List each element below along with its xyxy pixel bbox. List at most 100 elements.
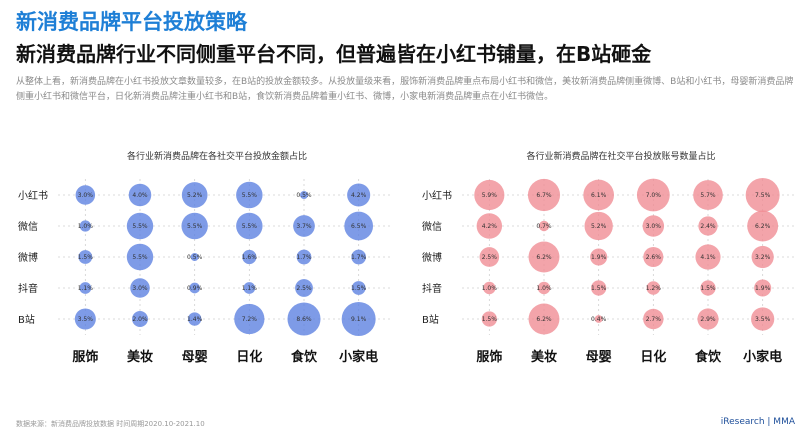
left-data-label: 5.5% <box>187 223 203 230</box>
right-y-tick-label: 抖音 <box>422 282 442 295</box>
left-y-tick-label: 微信 <box>18 220 38 233</box>
right-chart-title: 各行业新消费品牌在社交平台投放账号数量占比 <box>526 150 715 162</box>
right-data-label: 7.5% <box>755 192 771 199</box>
right-bubble <box>481 311 497 327</box>
right-y-tick-label: 微信 <box>422 220 442 233</box>
right-data-label: 3.5% <box>755 316 771 323</box>
left-data-label: 1.4% <box>187 316 203 323</box>
left-data-label: 3.5% <box>78 316 94 323</box>
left-data-label: 8.6% <box>296 316 312 323</box>
left-data-label: 2.5% <box>296 285 312 292</box>
right-y-tick-label: 微博 <box>422 251 442 264</box>
right-bubble <box>537 281 551 295</box>
left-bubble <box>190 253 199 261</box>
right-bubble-chart: 各行业新消费品牌在社交平台投放账号数量占比 小红书 5.9% 6.7% 6.1% 7.0%… <box>420 145 800 385</box>
right-bubble <box>747 210 779 242</box>
left-bubble <box>300 191 308 199</box>
right-data-label: 5.2% <box>591 223 607 230</box>
right-bubble <box>751 245 774 269</box>
right-x-tick-label: 小家电 <box>743 349 782 365</box>
left-bubble <box>79 220 91 232</box>
right-data-label: 0.7% <box>536 223 552 230</box>
left-data-label: 3.0% <box>132 285 148 292</box>
right-bubble <box>693 180 723 210</box>
right-bubble <box>754 279 772 297</box>
right-data-label: 6.2% <box>536 254 552 261</box>
left-data-label: 1.5% <box>78 254 94 261</box>
left-y-tick-label: 小红书 <box>18 189 48 202</box>
left-x-tick-label: 美妆 <box>127 349 153 365</box>
right-bubble <box>479 247 500 267</box>
right-bubble <box>590 248 608 266</box>
left-data-label: 1.6% <box>242 254 258 261</box>
left-x-tick-label: 母婴 <box>182 349 208 365</box>
left-data-label: 0.5% <box>296 192 312 199</box>
right-data-label: 5.7% <box>700 192 716 199</box>
right-data-label: 1.5% <box>591 285 607 292</box>
left-data-label: 0.9% <box>187 285 203 292</box>
right-bubble <box>695 244 721 270</box>
right-y-tick-label: B站 <box>422 313 439 326</box>
left-data-label: 3.7% <box>296 223 312 230</box>
left-data-label: 5.5% <box>132 254 148 261</box>
right-bubble <box>642 215 665 237</box>
right-data-label: 5.9% <box>482 192 498 199</box>
right-data-label: 2.7% <box>646 316 662 323</box>
right-data-label: 1.9% <box>591 254 607 261</box>
right-data-label: 3.2% <box>755 254 771 261</box>
left-data-label: 9.1% <box>351 316 367 323</box>
left-data-label: 5.5% <box>132 223 148 230</box>
left-data-label: 3.0% <box>78 192 94 199</box>
left-data-label: 2.0% <box>132 316 148 323</box>
right-bubble <box>646 281 661 295</box>
left-bubble <box>287 302 321 336</box>
brand-logo: iResearch | MMA <box>720 417 795 427</box>
right-data-label: 7.0% <box>646 192 662 199</box>
left-bubble <box>341 302 376 336</box>
left-bubble <box>243 282 256 294</box>
right-bubble <box>700 280 716 296</box>
left-x-tick-label: 食饮 <box>291 349 318 365</box>
right-data-label: 1.5% <box>482 316 498 323</box>
left-data-label: 7.2% <box>242 316 258 323</box>
right-y-tick-label: 小红书 <box>422 189 452 202</box>
left-data-label: 1.1% <box>78 285 94 292</box>
left-bubble <box>344 211 374 241</box>
left-data-label: 0.5% <box>187 254 203 261</box>
left-bubble <box>347 183 371 207</box>
right-bubble <box>528 303 560 335</box>
right-x-tick-label: 服饰 <box>476 349 502 365</box>
left-bubble <box>236 181 263 209</box>
left-bubble-chart: 各行业新消费品牌在各社交平台投放金额占比 小红书 3.0% 4.0% 5.2% 5.5% 0… <box>16 145 396 385</box>
left-bubble <box>181 182 208 208</box>
right-bubble <box>474 179 505 211</box>
right-data-label: 0.4% <box>591 316 607 323</box>
left-bubble <box>79 282 92 294</box>
right-data-label: 2.4% <box>700 223 716 230</box>
right-bubble <box>643 246 664 268</box>
left-data-label: 1.0% <box>78 223 94 230</box>
right-data-label: 3.0% <box>646 223 662 230</box>
left-bubble <box>295 279 313 297</box>
left-data-label: 1.7% <box>351 254 367 261</box>
left-data-label: 1.1% <box>242 285 258 292</box>
right-bubble <box>594 315 603 323</box>
left-data-label: 6.5% <box>351 223 367 230</box>
page-title: 新消费品牌平台投放策略 <box>16 10 247 34</box>
right-bubble <box>591 280 607 296</box>
left-data-label: 5.5% <box>242 192 258 199</box>
right-bubble <box>476 213 503 239</box>
right-data-label: 6.2% <box>536 316 552 323</box>
right-data-label: 2.5% <box>482 254 498 261</box>
left-x-tick-label: 日化 <box>236 349 262 365</box>
left-bubble <box>126 243 154 271</box>
right-data-label: 4.2% <box>482 223 498 230</box>
right-data-label: 1.5% <box>700 285 716 292</box>
right-data-label: 1.0% <box>482 285 498 292</box>
right-bubble <box>697 308 719 330</box>
page-subtitle: 新消费品牌行业不同侧重平台不同，但普遍皆在小红书铺量，在B站砸金 <box>16 42 652 66</box>
right-bubble <box>483 281 496 295</box>
right-x-tick-label: 母婴 <box>586 349 612 365</box>
right-x-tick-label: 食饮 <box>695 349 722 365</box>
